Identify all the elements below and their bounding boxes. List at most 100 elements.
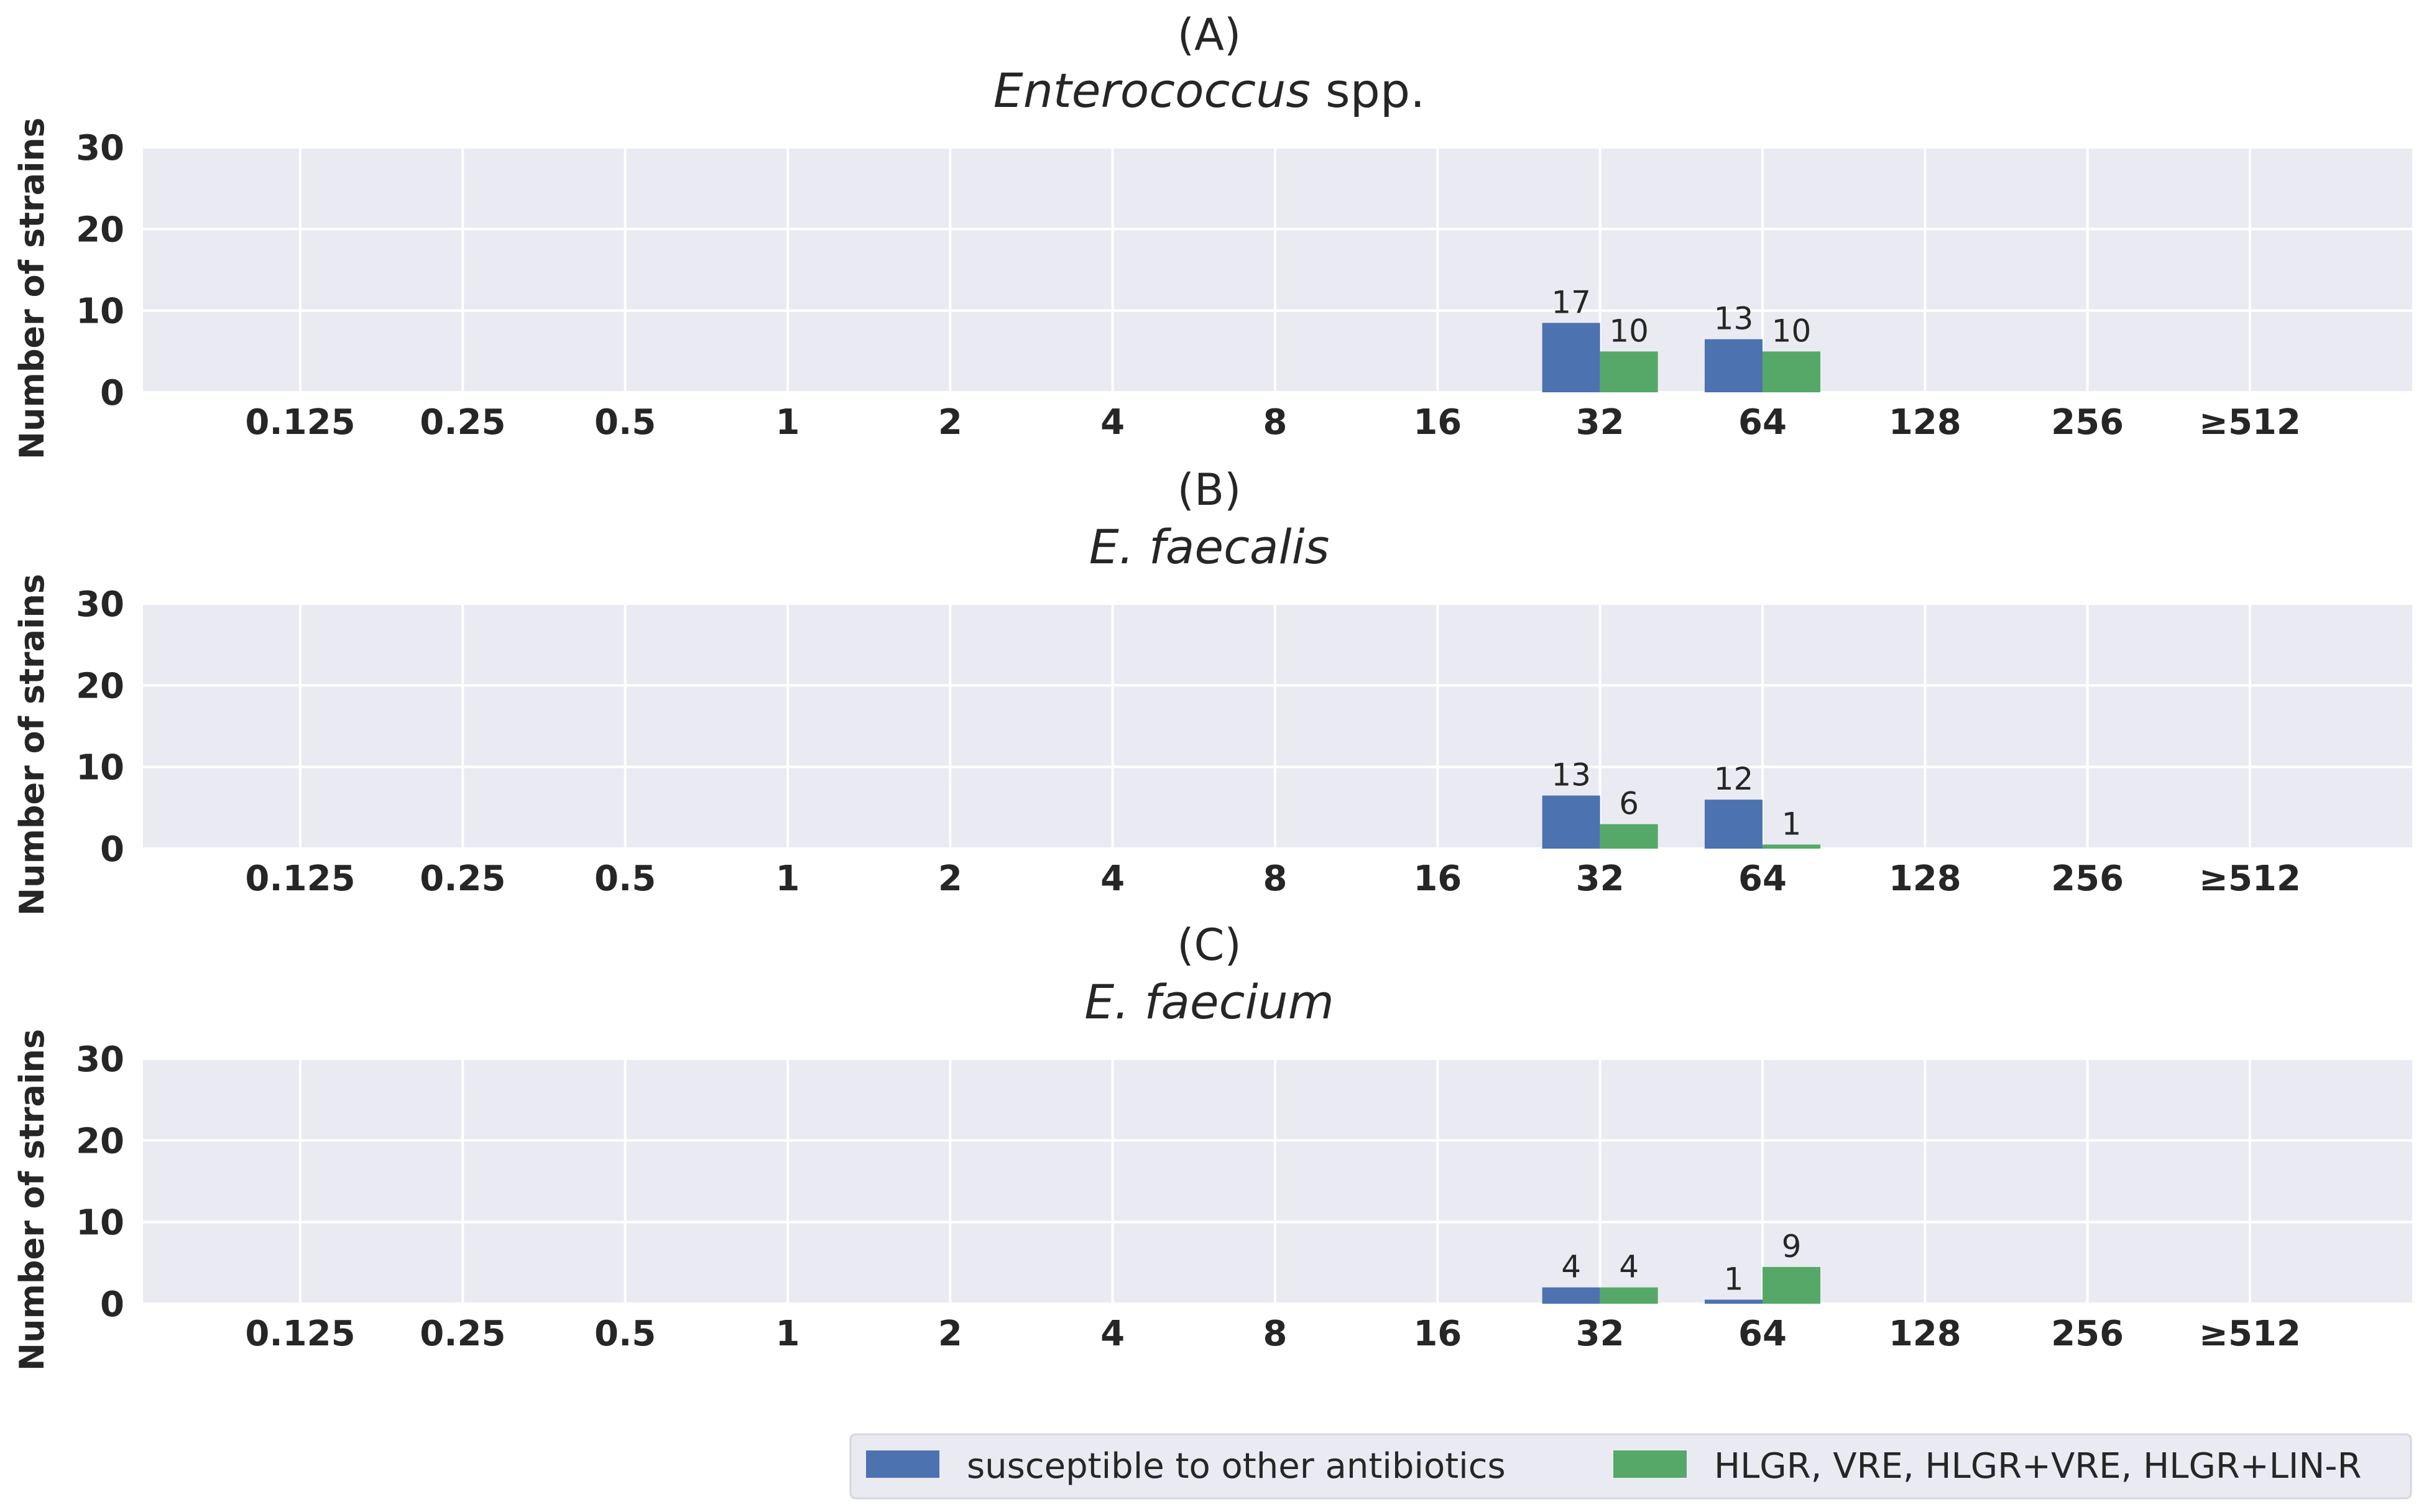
x-tick-label: 16	[1413, 1314, 1462, 1354]
y-axis-label: Number of strains	[12, 1029, 52, 1371]
bar-value-label: 13	[1551, 757, 1591, 793]
x-tick-label: 2	[938, 402, 962, 443]
bar-series-1	[1542, 1287, 1600, 1304]
bar-value-label: 10	[1772, 313, 1812, 349]
x-tick-label: 2	[938, 1314, 962, 1354]
x-tick-label: 16	[1413, 859, 1462, 899]
x-tick-label: 32	[1576, 859, 1625, 899]
x-tick-label: 1	[776, 1314, 800, 1354]
bar-series-2	[1600, 1287, 1658, 1304]
x-tick-label: ≥512	[2199, 402, 2301, 443]
legend-swatch	[1613, 1450, 1687, 1478]
x-tick-label: 128	[1889, 1314, 1961, 1354]
bar-series-2	[1762, 1266, 1820, 1304]
panel-title-italic: E. faecium	[1084, 974, 1334, 1030]
x-tick-label: 0.25	[420, 859, 505, 899]
bar-series-1	[1704, 800, 1763, 849]
bar-value-label: 1	[1782, 806, 1802, 842]
bar-value-label: 4	[1619, 1249, 1639, 1285]
bar-series-1	[1542, 795, 1600, 849]
bar-value-label: 17	[1551, 284, 1591, 320]
x-tick-label: 0.125	[245, 402, 355, 443]
panel-a: (A)Enterococcus spp.Number of strains 010…	[12, 9, 2412, 459]
bar-series-2	[1600, 351, 1658, 392]
bar-value-label: 9	[1782, 1228, 1802, 1265]
bar-value-label: 6	[1619, 786, 1639, 822]
legend-swatch	[866, 1450, 939, 1478]
x-tick-label: ≥512	[2199, 1314, 2301, 1354]
x-tick-label: 0.5	[594, 859, 656, 899]
bar-series-1	[1704, 1299, 1763, 1304]
x-tick-label: ≥512	[2199, 859, 2301, 899]
x-tick-label: 4	[1100, 402, 1125, 443]
panel-title: Enterococcus spp.	[993, 63, 1426, 118]
x-tick-label: 256	[2051, 1314, 2124, 1354]
plot-background	[143, 1059, 2412, 1304]
x-tick-label: 256	[2051, 402, 2124, 443]
y-tick-label: 0	[100, 829, 124, 870]
legend-label: HLGR, VRE, HLGR+VRE, HLGR+LIN-R	[1714, 1446, 2361, 1487]
bar-value-label: 13	[1714, 301, 1754, 337]
y-tick-label: 0	[100, 373, 124, 413]
y-tick-label: 10	[76, 748, 124, 788]
x-tick-label: 0.5	[594, 1314, 656, 1354]
x-tick-label: 1	[776, 402, 800, 443]
x-tick-label: 4	[1100, 1314, 1125, 1354]
panel-title-italic: E. faecalis	[1089, 519, 1330, 574]
bar-series-1	[1704, 339, 1763, 392]
x-tick-label: 8	[1263, 859, 1287, 899]
bar-series-1	[1542, 323, 1600, 392]
y-tick-label: 30	[76, 128, 124, 168]
panel-title-italic: Enterococcus	[993, 63, 1311, 118]
y-tick-label: 20	[76, 1121, 124, 1161]
y-tick-label: 30	[76, 584, 124, 625]
panel-title: E. faecalis	[1089, 519, 1330, 574]
x-tick-label: 64	[1738, 402, 1787, 443]
x-tick-label: 1	[776, 859, 800, 899]
panel-title-rest: spp.	[1311, 63, 1425, 118]
y-tick-label: 10	[76, 292, 124, 332]
panel-label: (C)	[1177, 920, 1242, 970]
x-tick-label: 128	[1889, 859, 1961, 899]
panel-b: (B)E. faecalis Number of strains 0 10 20 30 0.…	[12, 464, 2412, 916]
plot-background	[143, 147, 2412, 392]
x-tick-label: 256	[2051, 859, 2124, 899]
bar-series-2	[1762, 844, 1820, 849]
y-tick-label: 10	[76, 1203, 124, 1243]
x-tick-label: 64	[1738, 1314, 1787, 1354]
y-tick-label: 0	[100, 1284, 124, 1325]
y-tick-label: 20	[76, 666, 124, 706]
x-tick-label: 8	[1263, 1314, 1287, 1354]
x-tick-label: 16	[1413, 402, 1462, 443]
x-tick-label: 0.25	[420, 402, 505, 443]
plot-background	[143, 604, 2412, 849]
legend: susceptible to other antibiotics HLGR, VR…	[849, 1433, 2412, 1500]
x-tick-label: 4	[1100, 859, 1125, 899]
y-tick-label: 20	[76, 210, 124, 250]
x-tick-label: 8	[1263, 402, 1287, 443]
x-tick-label: 0.125	[245, 1314, 355, 1354]
x-tick-label: 0.125	[245, 859, 355, 899]
bar-series-2	[1600, 824, 1658, 849]
x-tick-label: 64	[1738, 859, 1787, 899]
x-tick-label: 32	[1576, 1314, 1625, 1354]
y-axis-label: Number of strains	[12, 118, 52, 459]
y-tick-label: 30	[76, 1040, 124, 1080]
panel-title: E. faecium	[1084, 974, 1334, 1030]
bar-series-2	[1762, 351, 1820, 392]
bar-value-label: 4	[1561, 1249, 1581, 1285]
x-tick-label: 2	[938, 859, 962, 899]
panel-c: (C)E. faecium Number of strains 0 10 20 30 0.1…	[12, 920, 2412, 1371]
legend-label: susceptible to other antibiotics	[967, 1446, 1506, 1487]
x-tick-label: 0.25	[420, 1314, 505, 1354]
bar-value-label: 12	[1714, 761, 1754, 797]
bar-value-label: 10	[1609, 313, 1649, 349]
x-tick-label: 128	[1889, 402, 1961, 443]
x-tick-label: 32	[1576, 402, 1625, 443]
bar-value-label: 1	[1724, 1261, 1744, 1297]
panel-label: (A)	[1178, 9, 1242, 60]
panel-label: (B)	[1178, 464, 1242, 515]
y-axis-label: Number of strains	[12, 574, 52, 916]
x-tick-label: 0.5	[594, 402, 656, 443]
